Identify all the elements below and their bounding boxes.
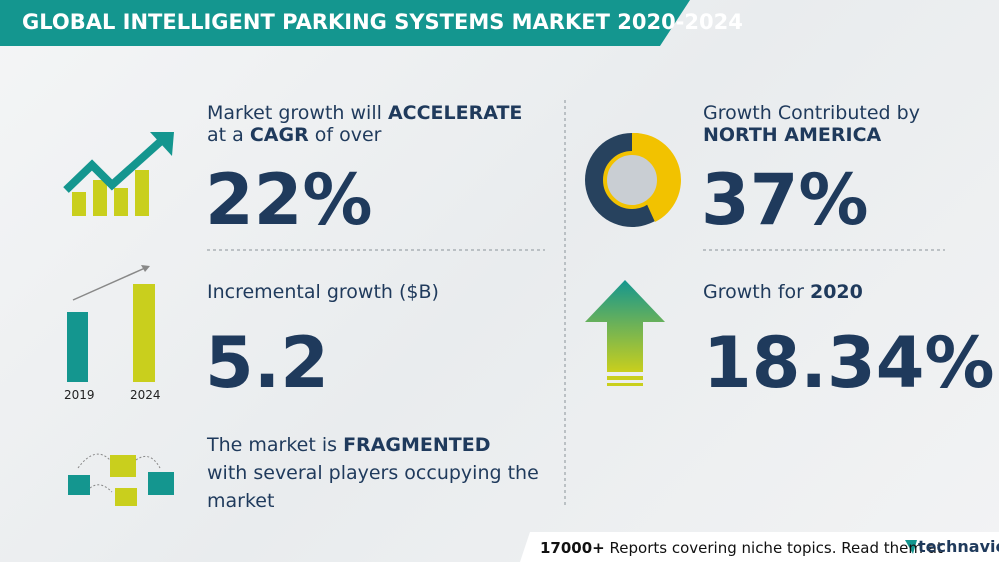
- value: 18.34%: [703, 322, 995, 404]
- text: Growth Contributed by: [703, 102, 920, 124]
- donut-icon: [585, 132, 681, 227]
- text: with several players occupying the: [207, 462, 539, 484]
- buildings-icon: [68, 453, 174, 506]
- text: FRAGMENTED: [343, 434, 491, 456]
- text: The market is FRAGMENTED: [207, 433, 491, 457]
- text: NORTH AMERICA: [703, 124, 882, 146]
- text: 2020: [809, 281, 863, 303]
- text: 17000+: [540, 539, 605, 557]
- text: Market growth will: [207, 102, 382, 124]
- text: Market growth will ACCELERATE: [207, 101, 522, 125]
- text: Reports covering niche topics. Read them…: [609, 539, 943, 557]
- growth-icon: [63, 132, 174, 216]
- year-label: 2024: [130, 388, 161, 402]
- text: The market is: [207, 434, 338, 456]
- text: Growth for 2020: [703, 280, 863, 304]
- value: 22%: [205, 159, 373, 241]
- year-label: 2019: [64, 388, 95, 402]
- value: 37%: [701, 159, 869, 241]
- text: CAGR: [249, 124, 309, 146]
- bar-icon: [67, 265, 155, 382]
- text: Incremental growth ($B): [207, 281, 439, 303]
- text: at a CAGR of over: [207, 123, 381, 147]
- text: of over: [314, 124, 382, 146]
- arrow-icon: [585, 280, 665, 386]
- header-bar: [0, 0, 690, 46]
- text: Growth for: [703, 281, 804, 303]
- text: at a: [207, 124, 244, 146]
- footer-text: 17000+ Reports covering niche topics. Re…: [540, 536, 943, 560]
- brand: technavio: [918, 537, 999, 556]
- value: 5.2: [205, 322, 330, 404]
- text: ACCELERATE: [387, 102, 523, 124]
- text: market: [207, 490, 275, 512]
- brand-mark: [905, 540, 917, 554]
- title: GLOBAL INTELLIGENT PARKING SYSTEMS MARKE…: [22, 10, 743, 34]
- footer-bar: [520, 532, 999, 562]
